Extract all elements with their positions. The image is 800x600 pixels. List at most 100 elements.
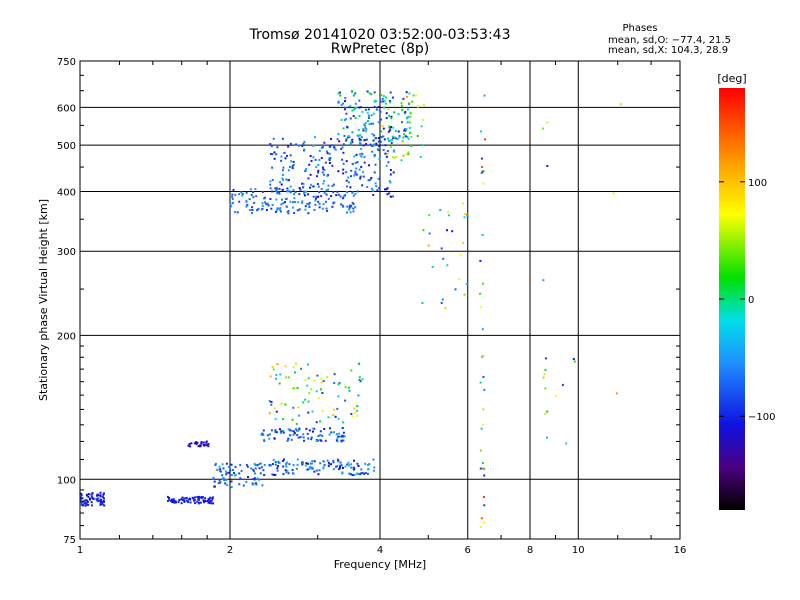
data-point <box>302 401 304 404</box>
data-point <box>287 212 290 215</box>
data-point <box>446 229 448 232</box>
data-point <box>353 467 356 470</box>
data-point <box>289 142 292 145</box>
data-point <box>400 104 403 107</box>
data-point <box>484 138 486 141</box>
data-point <box>371 150 374 153</box>
data-point <box>315 195 318 198</box>
data-point <box>338 91 341 94</box>
data-point <box>343 119 346 122</box>
data-point <box>480 157 483 160</box>
data-point <box>351 138 354 141</box>
data-point <box>377 121 380 124</box>
data-point <box>308 429 311 432</box>
data-point <box>304 208 307 211</box>
data-point <box>386 150 389 153</box>
data-point <box>280 430 283 433</box>
data-point <box>294 371 296 374</box>
data-point <box>385 188 388 191</box>
data-point <box>327 416 330 419</box>
data-point <box>483 474 486 477</box>
data-point <box>240 469 243 472</box>
data-point <box>262 469 265 472</box>
data-point <box>373 91 376 94</box>
data-point <box>351 131 354 134</box>
data-point <box>365 128 368 131</box>
data-point <box>354 411 357 414</box>
data-point <box>338 140 341 143</box>
data-point <box>344 194 347 197</box>
data-point <box>205 444 208 447</box>
data-point <box>338 467 341 470</box>
data-point <box>320 188 323 190</box>
data-point <box>382 135 385 138</box>
data-point <box>358 168 361 171</box>
data-point <box>289 185 292 188</box>
data-point <box>318 202 321 205</box>
data-point <box>327 461 330 464</box>
data-point <box>356 190 359 193</box>
data-point <box>292 430 295 433</box>
data-point <box>341 146 344 149</box>
data-point <box>95 498 98 501</box>
data-point <box>364 472 367 474</box>
data-point <box>86 501 89 503</box>
data-point <box>363 156 366 159</box>
data-point <box>368 123 371 126</box>
data-point <box>360 147 363 150</box>
data-point <box>377 149 380 152</box>
data-point <box>241 194 244 197</box>
data-point <box>393 149 396 152</box>
data-point <box>195 443 198 445</box>
data-point <box>341 204 344 207</box>
data-point <box>358 378 361 381</box>
data-point <box>180 502 183 505</box>
data-point <box>261 190 264 193</box>
data-point <box>350 204 353 207</box>
data-point <box>272 458 275 461</box>
data-point <box>337 383 340 386</box>
data-point <box>321 409 324 412</box>
data-point <box>385 164 388 167</box>
data-point <box>285 376 287 379</box>
data-point <box>299 188 302 191</box>
data-point <box>408 126 411 129</box>
data-point <box>369 143 372 146</box>
data-point <box>238 193 240 196</box>
data-point <box>358 115 361 117</box>
data-point <box>385 155 388 158</box>
data-point <box>192 497 195 500</box>
data-point <box>344 100 346 103</box>
data-point <box>284 403 287 406</box>
data-point <box>356 161 359 164</box>
data-point <box>303 148 306 151</box>
data-point <box>101 500 103 503</box>
data-point <box>226 484 229 487</box>
chart-title: Tromsø 20141020 03:52:00-03:53:43 <box>249 27 511 43</box>
data-point <box>280 183 283 186</box>
data-point <box>392 195 395 198</box>
data-point <box>335 433 338 436</box>
data-point <box>392 171 395 174</box>
data-point <box>289 200 292 203</box>
data-point <box>359 153 362 156</box>
data-point <box>103 504 106 507</box>
data-point <box>345 112 348 115</box>
data-point <box>340 435 343 438</box>
data-point <box>276 146 279 149</box>
data-point <box>386 152 389 155</box>
data-point <box>307 468 310 471</box>
data-point <box>336 465 339 468</box>
data-point <box>268 463 271 466</box>
data-point <box>189 498 192 501</box>
data-point <box>463 216 466 219</box>
data-point <box>340 118 343 121</box>
data-point <box>555 394 558 397</box>
data-point <box>281 169 284 172</box>
data-point <box>411 100 414 103</box>
data-point <box>350 413 353 415</box>
data-point <box>218 465 221 468</box>
data-point <box>296 209 299 212</box>
data-point <box>230 486 233 489</box>
data-point <box>189 501 192 504</box>
